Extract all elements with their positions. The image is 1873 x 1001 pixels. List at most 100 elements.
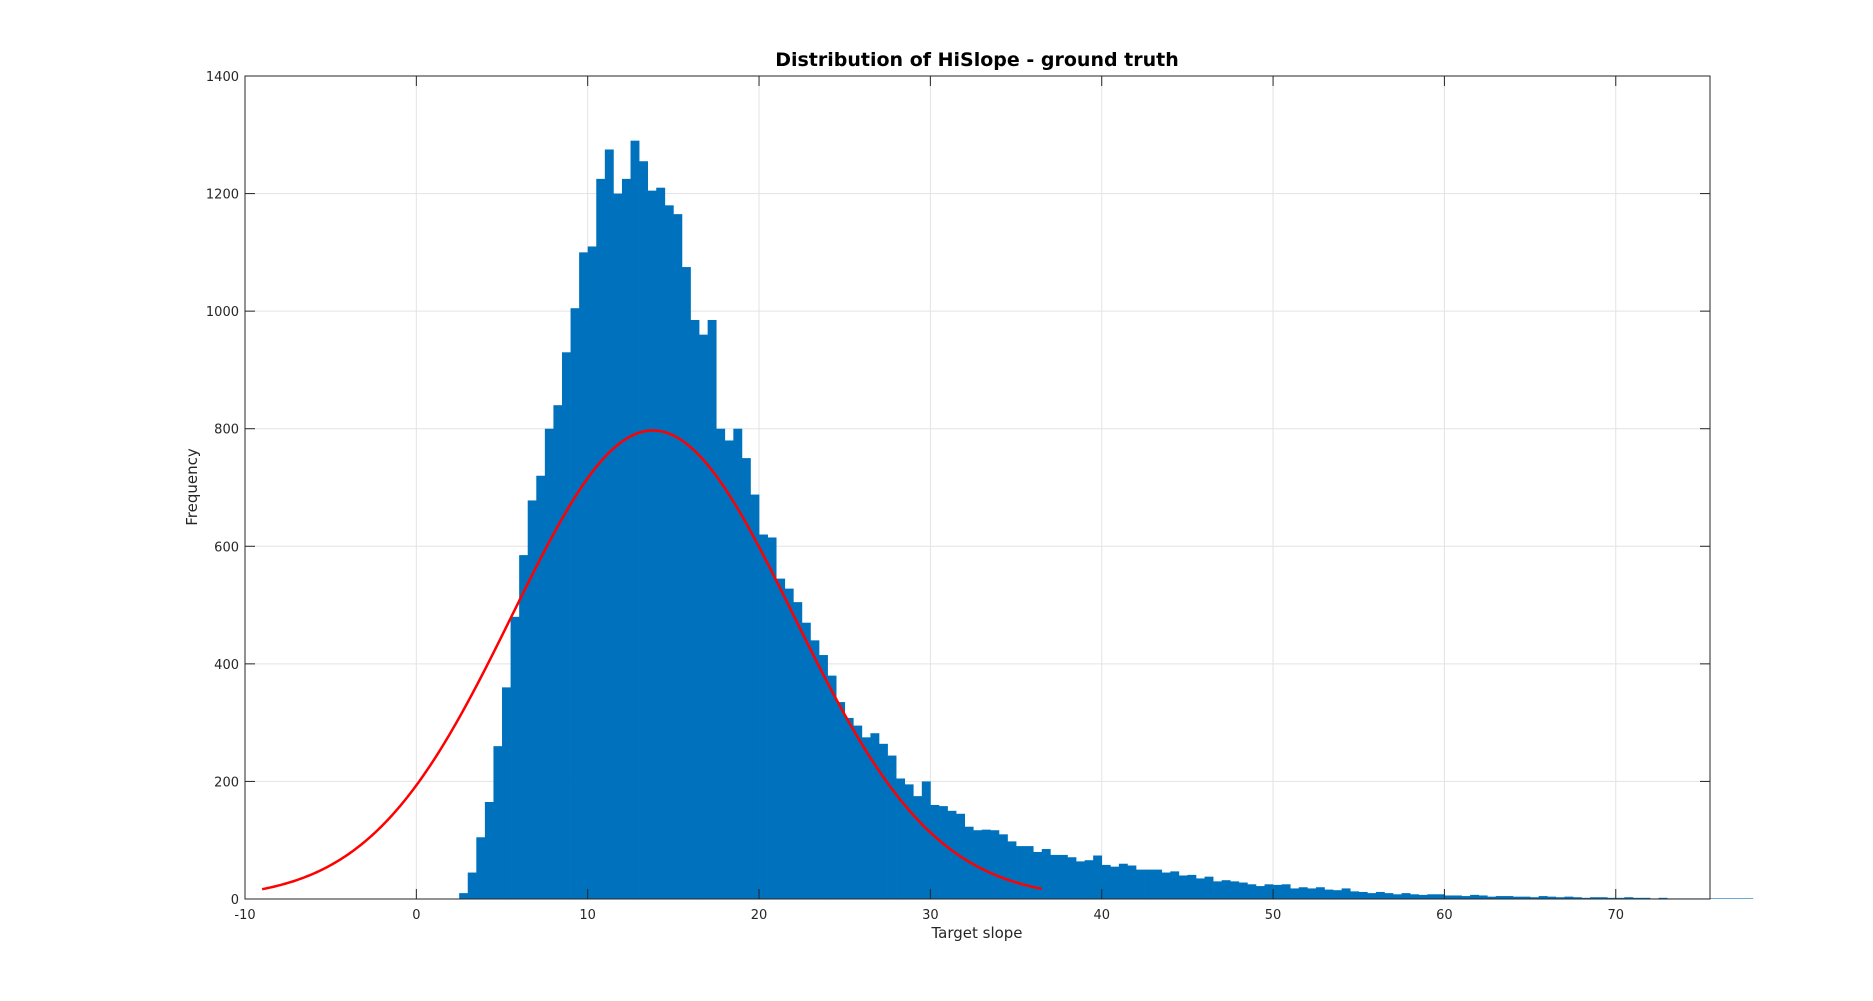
histogram-bar xyxy=(741,458,751,899)
x-tick-label: 10 xyxy=(579,908,596,923)
histogram-bar xyxy=(973,830,983,899)
histogram-bar xyxy=(1470,894,1480,899)
histogram-bar xyxy=(484,802,494,899)
histogram-bar xyxy=(1024,846,1034,899)
chart-title: Distribution of HiSlope - ground truth xyxy=(775,49,1179,71)
histogram-bar xyxy=(1195,878,1205,899)
histogram-bar xyxy=(853,725,863,899)
histogram-bar xyxy=(1632,897,1642,899)
histogram-bar xyxy=(1658,897,1668,899)
histogram-bar xyxy=(724,440,734,899)
y-tick-label: 1400 xyxy=(206,70,239,85)
y-tick-label: 400 xyxy=(214,658,239,673)
histogram-bar xyxy=(1410,894,1420,899)
histogram-bar xyxy=(750,494,760,899)
x-tick-label: 0 xyxy=(412,908,420,923)
histogram-bar xyxy=(1547,896,1557,899)
histogram-bar xyxy=(1324,889,1334,899)
histogram-bar xyxy=(776,578,786,899)
histogram-bar xyxy=(1333,890,1342,899)
histogram-bar xyxy=(613,193,623,900)
histogram-bar xyxy=(1341,888,1351,899)
histogram-bar xyxy=(1590,897,1599,899)
histogram-bar xyxy=(1153,869,1163,899)
histogram-bar xyxy=(844,717,854,899)
histogram-bar xyxy=(1058,854,1068,899)
histogram-bar xyxy=(819,655,828,899)
histogram-bar xyxy=(1572,897,1582,899)
histogram-bar xyxy=(1298,887,1308,899)
histogram-bar xyxy=(630,140,640,899)
histogram-bar xyxy=(1607,897,1617,899)
histogram-bar xyxy=(793,602,803,899)
histogram-bar xyxy=(1067,857,1077,899)
histogram-bar xyxy=(510,616,520,899)
histogram-bar xyxy=(1161,872,1171,899)
histogram-bar xyxy=(699,334,708,900)
histogram-bar xyxy=(1076,861,1085,899)
histogram-bar xyxy=(1118,863,1128,899)
histogram-bar xyxy=(1170,871,1180,899)
histogram-bar xyxy=(1050,854,1060,899)
histogram-bar xyxy=(896,778,906,899)
histogram-bar xyxy=(1264,884,1274,899)
x-tick-label: 70 xyxy=(1607,908,1624,923)
histogram-bar xyxy=(887,755,897,899)
histogram-bar xyxy=(1247,884,1257,899)
y-tick-labels: 0 200 400 600 800 1000 1200 1400 xyxy=(206,70,239,908)
histogram-bar xyxy=(1016,846,1025,899)
histogram-bar xyxy=(1401,893,1411,899)
histogram-bar xyxy=(1110,866,1120,899)
histogram-bar xyxy=(579,252,589,899)
histogram-bar xyxy=(1187,874,1197,899)
histogram-bar xyxy=(681,267,691,899)
y-axis-label: Frequency xyxy=(183,448,201,526)
histogram-bar xyxy=(1178,875,1188,899)
histogram-bar xyxy=(647,190,657,899)
x-tick-label: 40 xyxy=(1093,908,1110,923)
histogram-bar xyxy=(1418,894,1428,899)
histogram-bar xyxy=(1350,891,1360,899)
histogram-bar xyxy=(1041,849,1051,899)
histogram-bar xyxy=(1084,860,1094,899)
histogram-bar xyxy=(716,428,726,899)
histogram-bar xyxy=(604,149,614,899)
histogram-bar xyxy=(1452,895,1462,899)
histogram-bar xyxy=(1615,897,1625,899)
histogram-bar xyxy=(1710,898,1719,899)
histogram-bar xyxy=(990,830,1000,899)
histogram-bar xyxy=(767,537,777,899)
histogram-bar xyxy=(664,205,674,900)
normal-fit-curve xyxy=(261,429,1043,891)
histogram-bar xyxy=(1135,869,1145,899)
histogram-bar xyxy=(561,352,571,899)
histogram-bar xyxy=(1255,886,1265,899)
histogram-bar xyxy=(1521,896,1531,899)
histogram-bar xyxy=(938,806,948,899)
histogram-bar xyxy=(878,743,888,899)
histogram-bar xyxy=(981,829,991,899)
histogram-bar xyxy=(1444,895,1454,899)
histogram-bar xyxy=(836,702,846,899)
x-tick-label: -10 xyxy=(234,908,255,923)
histogram-bar xyxy=(639,161,649,900)
histogram-bar xyxy=(733,428,743,899)
histogram-bar xyxy=(1384,893,1394,899)
histogram-bar xyxy=(913,796,923,899)
y-tick-label: 0 xyxy=(231,893,239,908)
histogram-bar xyxy=(1315,887,1325,899)
tick-marks xyxy=(244,75,1710,900)
histogram-bar xyxy=(1427,894,1437,899)
histogram-bar xyxy=(1641,897,1651,899)
histogram-bar xyxy=(1512,896,1522,899)
histogram-bar xyxy=(930,804,940,899)
histogram-bar xyxy=(673,214,683,899)
histogram-bar xyxy=(587,246,597,899)
y-tick-label: 1000 xyxy=(206,305,239,320)
histogram-bar xyxy=(1230,881,1240,899)
histogram-bar xyxy=(1221,880,1231,899)
histogram-bar xyxy=(827,675,837,899)
histogram-bar xyxy=(1204,876,1214,899)
histogram-bar xyxy=(759,534,768,899)
